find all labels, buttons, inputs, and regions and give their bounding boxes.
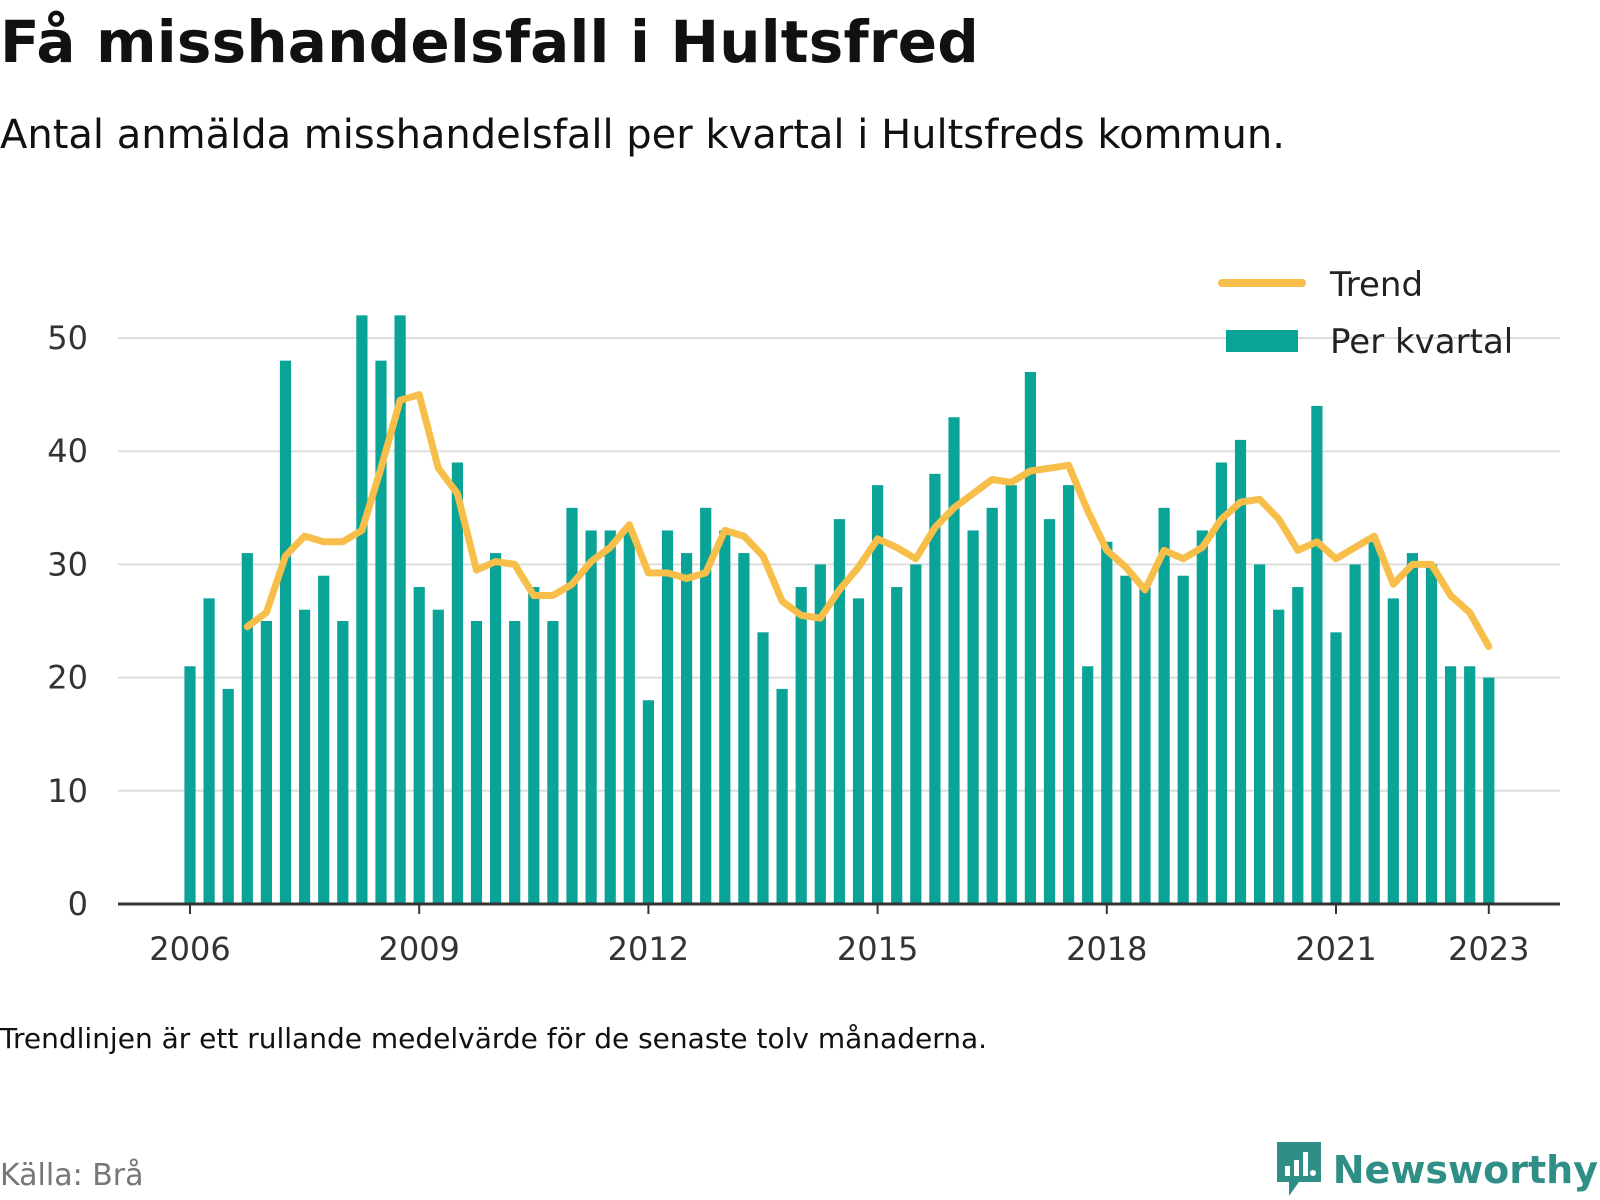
legend: Trend Per kvartal — [1218, 265, 1513, 362]
bar — [1445, 666, 1457, 904]
bar — [1254, 564, 1266, 904]
bar — [795, 587, 807, 904]
bar — [184, 666, 196, 904]
x-tick-label: 2018 — [1066, 930, 1147, 968]
legend-bar-swatch — [1226, 330, 1298, 352]
newsworthy-logo-icon — [1276, 1142, 1321, 1196]
x-tick-label: 2023 — [1448, 930, 1529, 968]
bar — [1024, 371, 1036, 905]
page-title: Få misshandelsfall i Hultsfred — [0, 8, 979, 76]
bar — [852, 598, 865, 904]
bar — [757, 632, 769, 904]
bar — [872, 485, 884, 904]
bar-chart: 0 10 20 30 40 50 2006 2009 2012 2015 2018 2021 2023… — [47, 265, 1560, 968]
bar — [318, 575, 330, 904]
y-axis-ticks: 0 10 20 30 40 50 — [47, 319, 88, 923]
bar — [1273, 609, 1285, 904]
bar — [1139, 587, 1151, 904]
bar — [203, 598, 215, 904]
bar — [948, 417, 960, 904]
bar — [1177, 575, 1189, 904]
bar — [490, 553, 502, 904]
bar — [604, 530, 616, 904]
bar — [299, 609, 311, 904]
bar — [375, 360, 387, 904]
bar — [509, 621, 521, 904]
bar — [1043, 519, 1056, 904]
bar — [1063, 485, 1075, 904]
x-tick-label: 2015 — [837, 930, 918, 968]
bar — [1120, 575, 1132, 904]
bar — [1368, 541, 1380, 904]
y-tick-label: 20 — [47, 659, 88, 697]
bar — [1215, 462, 1227, 904]
x-tick-label: 2012 — [608, 930, 689, 968]
bar — [1292, 587, 1304, 904]
chart-note: Trendlinjen är ett rullande medelvärde f… — [0, 1022, 988, 1055]
bar — [661, 530, 674, 904]
bar — [1349, 564, 1361, 904]
bar — [528, 587, 540, 904]
bar — [700, 507, 712, 904]
bar — [566, 507, 578, 904]
bar — [814, 564, 826, 904]
y-tick-label: 40 — [47, 432, 88, 470]
bar — [776, 688, 788, 904]
bar — [1406, 553, 1418, 904]
bar — [891, 587, 903, 904]
bar — [470, 621, 483, 904]
page-subtitle: Antal anmälda misshandelsfall per kvarta… — [0, 112, 1285, 158]
bar — [356, 315, 368, 904]
bar-series — [184, 315, 1495, 905]
brand-logo: Newsworthy — [1273, 1140, 1598, 1200]
y-tick-label: 0 — [68, 885, 88, 923]
bar — [623, 530, 635, 904]
bar — [260, 621, 272, 904]
y-tick-label: 50 — [47, 319, 88, 357]
bar — [1464, 666, 1476, 904]
bar — [432, 609, 444, 904]
bar — [1483, 677, 1495, 904]
bar — [1005, 485, 1017, 904]
bar — [413, 587, 425, 904]
bar — [547, 621, 559, 904]
bar — [279, 360, 292, 904]
bar — [1158, 507, 1170, 904]
bar — [681, 553, 693, 904]
bar — [967, 530, 979, 904]
legend-bar-label: Per kvartal — [1330, 322, 1513, 362]
x-axis-ticks: 2006 2009 2012 2015 2018 2021 2023 — [149, 904, 1530, 968]
bar — [1311, 405, 1323, 904]
bar — [738, 553, 750, 904]
bar — [986, 507, 998, 904]
source-label: Källa: Brå — [0, 1158, 144, 1193]
x-tick-label: 2021 — [1295, 930, 1376, 968]
bar — [222, 688, 234, 904]
legend-trend-label: Trend — [1329, 265, 1423, 305]
x-tick-label: 2009 — [378, 930, 459, 968]
bar — [1234, 439, 1247, 904]
bar — [394, 315, 406, 904]
bar — [833, 519, 845, 904]
bar — [241, 553, 253, 904]
x-tick-label: 2006 — [149, 930, 230, 968]
bar — [1387, 598, 1399, 904]
bar — [929, 473, 941, 904]
y-tick-label: 10 — [47, 772, 88, 810]
bar — [719, 530, 731, 904]
bar — [585, 530, 597, 904]
bar — [1330, 632, 1342, 904]
bar — [642, 700, 654, 904]
bar — [451, 462, 463, 904]
bar — [910, 564, 922, 904]
bar — [1101, 541, 1113, 904]
bar — [1425, 564, 1438, 904]
bar — [1196, 530, 1208, 904]
y-tick-label: 30 — [47, 545, 88, 583]
brand-name: Newsworthy — [1332, 1148, 1598, 1192]
bar — [337, 621, 349, 904]
bar — [1082, 666, 1094, 904]
trend-line — [243, 391, 1493, 650]
